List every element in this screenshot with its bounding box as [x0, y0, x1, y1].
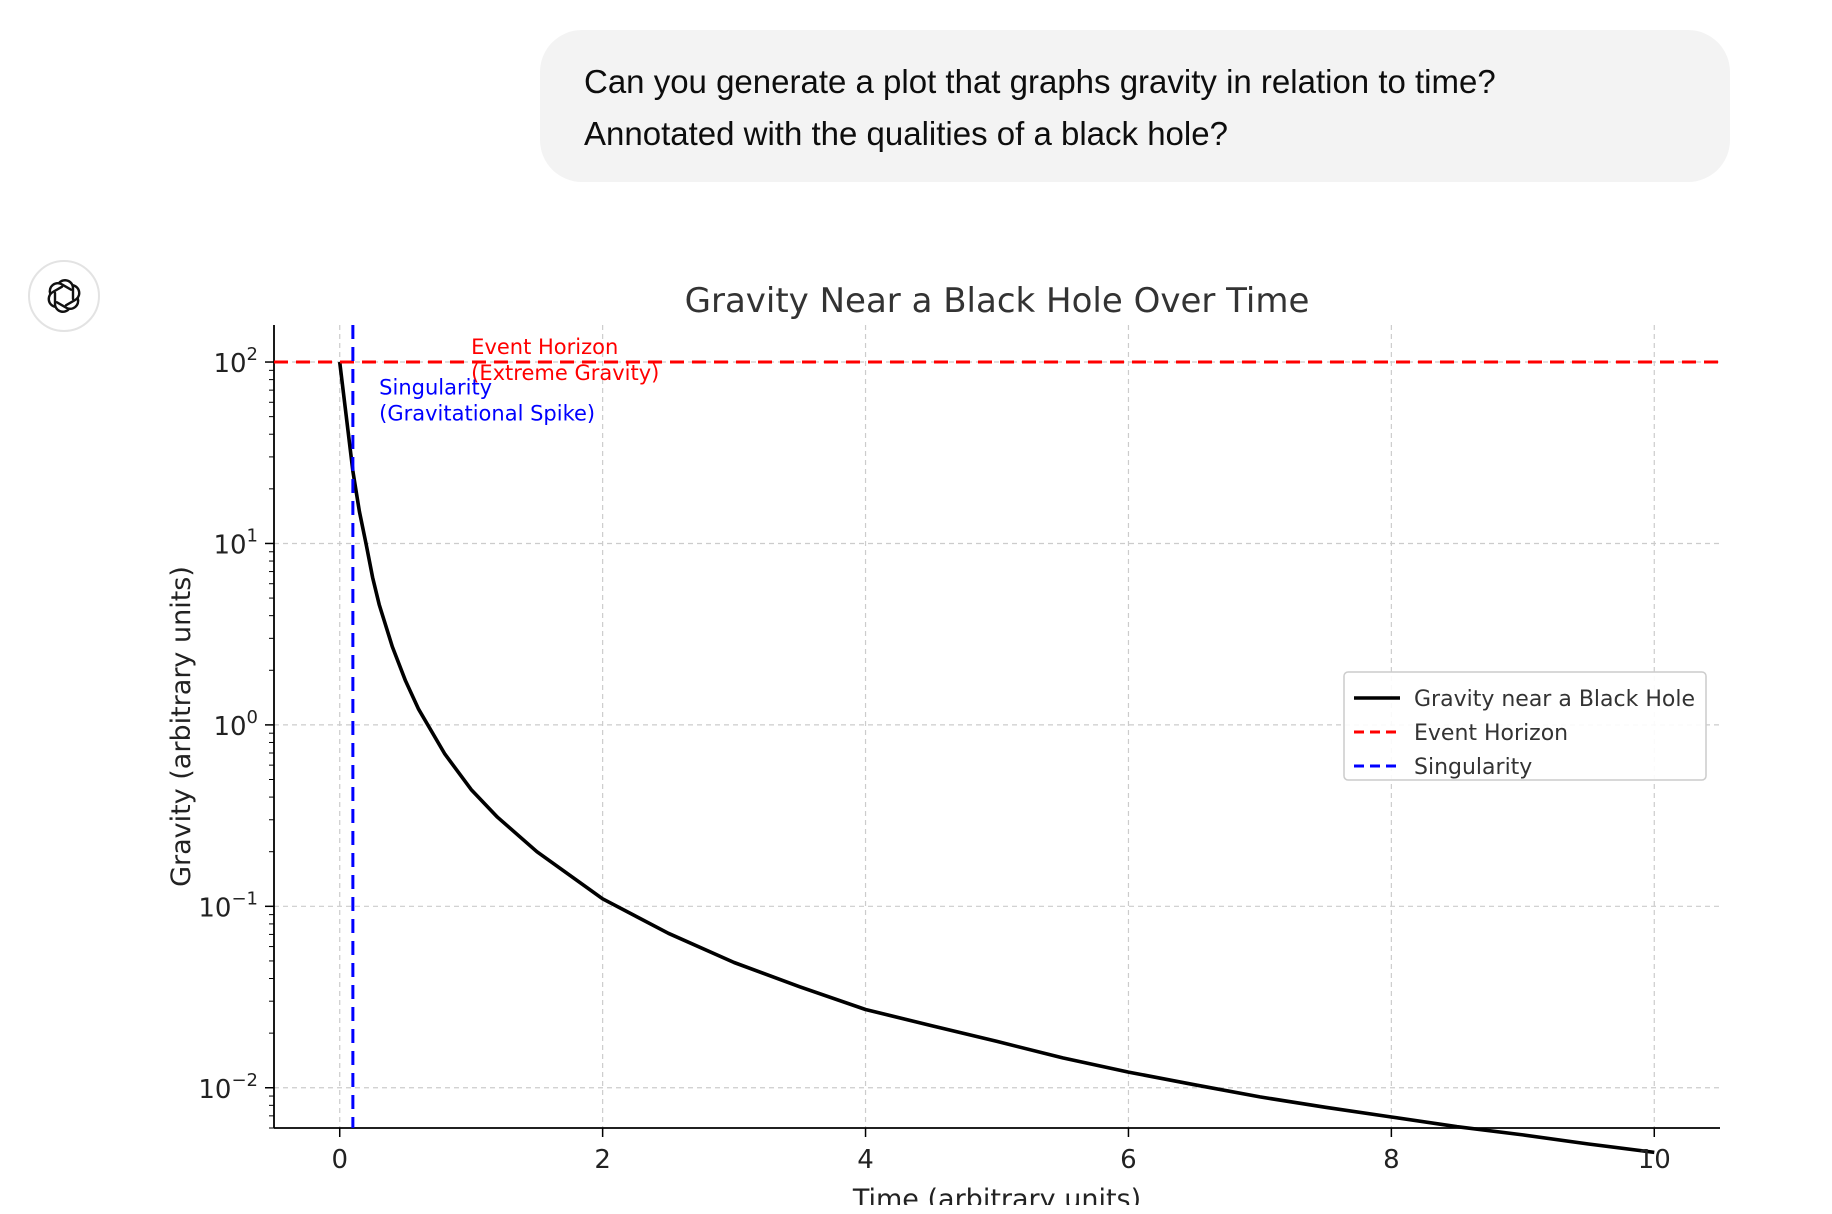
openai-logo-icon: [47, 279, 81, 313]
legend-label: Gravity near a Black Hole: [1414, 687, 1695, 712]
y-tick-label: 101: [213, 525, 258, 560]
x-tick-label: 6: [1120, 1145, 1137, 1175]
annotation-label: Event Horizon: [471, 335, 618, 359]
user-message-bubble: Can you generate a plot that graphs grav…: [540, 30, 1730, 182]
annotation-label: (Gravitational Spike): [379, 401, 595, 425]
x-tick-label: 10: [1638, 1145, 1671, 1175]
y-tick-label: 10−1: [198, 888, 258, 923]
gravity-curve: [337, 361, 1655, 1155]
y-tick-label: 10−2: [198, 1070, 258, 1105]
x-tick-label: 0: [331, 1145, 348, 1175]
chart-title: Gravity Near a Black Hole Over Time: [685, 281, 1310, 321]
user-message-line: Annotated with the qualities of a black …: [584, 115, 1228, 152]
y-tick-label: 100: [213, 707, 258, 742]
x-tick-label: 8: [1383, 1145, 1400, 1175]
gravity-chart: Gravity Near a Black Hole Over Time 0 2 4 6 8…: [166, 281, 1720, 1205]
x-axis-label: Time (arbitrary units): [852, 1184, 1141, 1205]
x-tick-label: 4: [857, 1145, 874, 1175]
y-tick-label: 102: [213, 344, 258, 379]
legend-label: Singularity: [1414, 755, 1532, 780]
annotation-label: (Extreme Gravity): [471, 361, 659, 385]
x-tick-label: 2: [594, 1145, 611, 1175]
chart-legend: [1343, 671, 1707, 781]
annotation-label: Singularity: [379, 375, 492, 399]
user-message-line: Can you generate a plot that graphs grav…: [584, 63, 1496, 100]
y-axis-label: Gravity (arbitrary units): [166, 566, 197, 887]
legend-label: Event Horizon: [1414, 721, 1568, 746]
assistant-avatar: [28, 260, 100, 332]
